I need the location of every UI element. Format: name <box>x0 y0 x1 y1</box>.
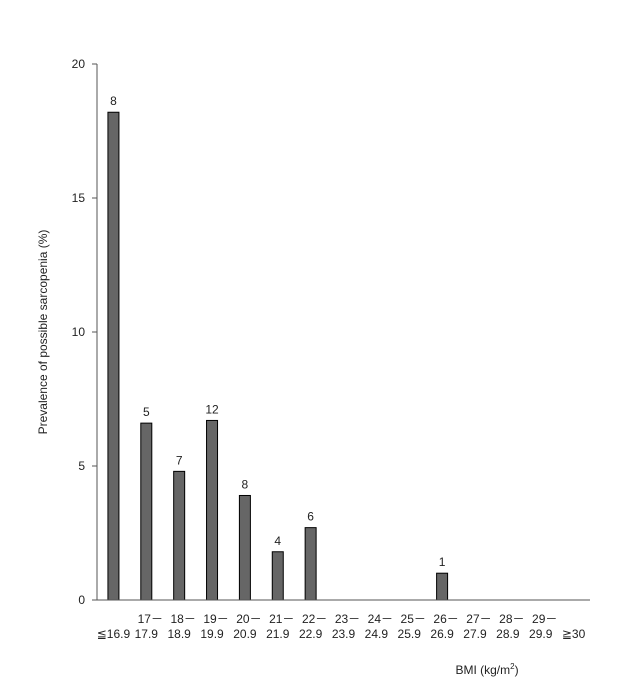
data-labels-group: 8 5 7 12 8 4 6 1 <box>110 94 446 569</box>
x-axis: ≦16.9 17－17.9 18－18.9 19－19.9 20－20.9 21－21.9… <box>97 599 590 641</box>
y-tick-label: 10 <box>72 325 86 339</box>
bar <box>206 419 219 601</box>
data-label: 1 <box>439 555 446 569</box>
bar <box>107 111 120 601</box>
x-tick-label: 26.9 <box>430 627 454 641</box>
x-axis-title-suffix: ) <box>515 663 519 677</box>
x-tick-label: 28－ <box>499 612 524 626</box>
x-tick-label: 29－ <box>532 612 557 626</box>
x-tick-label: 25.9 <box>398 627 422 641</box>
x-tick-label: ≧30 <box>562 627 586 641</box>
x-tick-label: 19－ <box>203 612 228 626</box>
x-tick-label: 19.9 <box>200 627 224 641</box>
data-label: 7 <box>176 453 183 467</box>
data-label: 12 <box>205 402 219 416</box>
data-label: 8 <box>242 477 249 491</box>
y-tick-label: 0 <box>78 593 85 607</box>
x-axis-title-text: BMI (kg/m <box>455 663 510 677</box>
y-axis: 0 5 10 15 20 <box>72 57 98 607</box>
y-tick-label: 5 <box>78 459 85 473</box>
x-tick-label: 22.9 <box>299 627 323 641</box>
x-tick-label: ≦16.9 <box>97 627 131 641</box>
x-tick-label: 21－ <box>269 612 294 626</box>
x-tick-label: 24－ <box>368 612 393 626</box>
data-label: 4 <box>274 534 281 548</box>
x-tick-label: 23－ <box>335 612 360 626</box>
x-axis-title: BMI (kg/m2) <box>455 662 518 677</box>
bar <box>304 527 317 601</box>
x-tick-label: 17－ <box>138 612 163 626</box>
bar <box>436 572 449 601</box>
x-tick-label: 28.9 <box>496 627 520 641</box>
data-label: 5 <box>143 405 150 419</box>
x-axis-title-superscript: 2 <box>510 662 515 671</box>
x-tick-label: 25－ <box>401 612 426 626</box>
data-label: 6 <box>307 510 314 524</box>
x-tick-label: 22－ <box>302 612 327 626</box>
x-tick-label: 24.9 <box>365 627 389 641</box>
y-tick-label: 20 <box>72 57 86 71</box>
x-tick-label: 18.9 <box>167 627 191 641</box>
x-tick-label: 27.9 <box>463 627 487 641</box>
x-tick-label: 26－ <box>433 612 458 626</box>
bar <box>238 494 251 601</box>
x-tick-label: 27－ <box>466 612 491 626</box>
x-tick-label: 18－ <box>170 612 195 626</box>
bar <box>140 422 153 601</box>
y-tick-label: 15 <box>72 191 86 205</box>
x-tick-label: 17.9 <box>135 627 159 641</box>
x-tick-label: 23.9 <box>332 627 356 641</box>
bar <box>271 551 284 601</box>
y-axis-title: Prevalence of possible sarcopenia (%) <box>36 230 50 435</box>
data-label: 8 <box>110 94 117 108</box>
bars-group <box>107 111 449 601</box>
x-tick-label: 21.9 <box>266 627 290 641</box>
x-tick-label: 29.9 <box>529 627 553 641</box>
x-tick-label: 20－ <box>236 612 261 626</box>
bar <box>173 470 186 601</box>
x-tick-label: 20.9 <box>233 627 257 641</box>
